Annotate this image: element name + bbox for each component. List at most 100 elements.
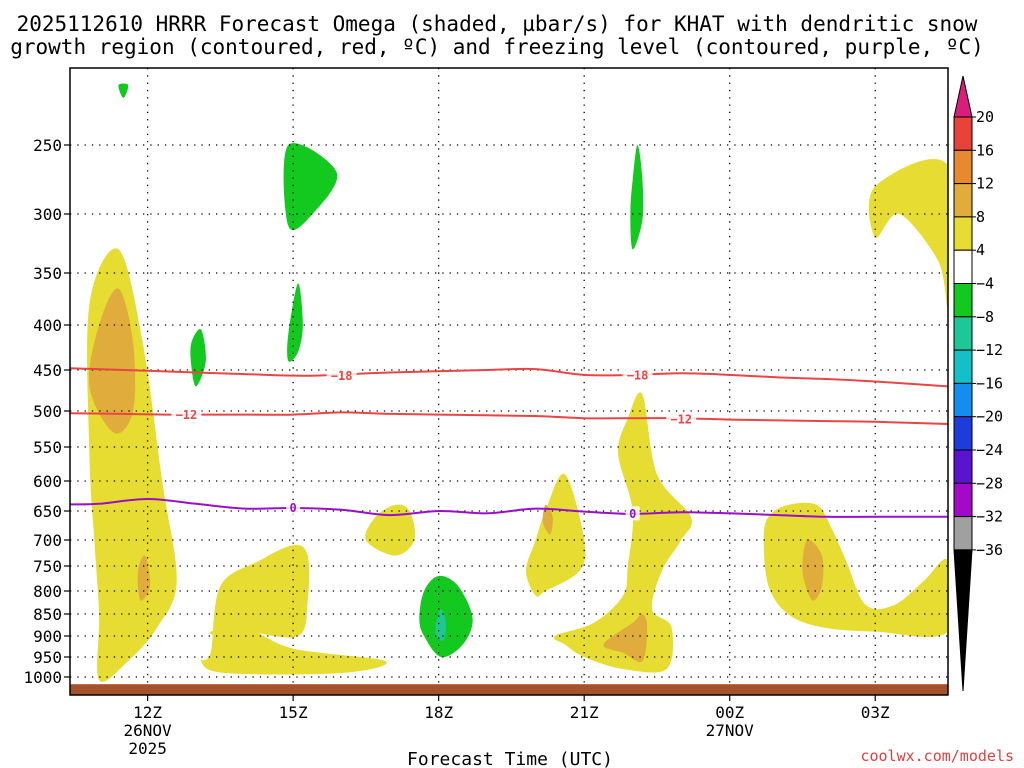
- y-tick-label-650: 650: [33, 502, 62, 521]
- dgz-minus-18-line: [70, 367, 948, 388]
- omega-region-14: [287, 283, 303, 362]
- y-axis: 250 300 350 400 450 500 550 600 650 700 750 800 850 9…: [23, 136, 70, 687]
- colorbar-swatch-12: [953, 516, 973, 551]
- y-tick-label-550: 550: [33, 438, 62, 457]
- grid-lines: [70, 68, 948, 695]
- colorbar-label-7: −12: [976, 341, 1003, 359]
- omega-region-17: [419, 575, 473, 658]
- colorbar-bottom-arrow: [953, 549, 973, 692]
- y-tick-label-700: 700: [33, 531, 62, 550]
- credit-text: coolwx.com/models: [860, 747, 1014, 765]
- dgz-minus-12-label-1: −12: [670, 412, 692, 426]
- y-tick-label-400: 400: [33, 316, 62, 335]
- ground-surface-bar: [70, 684, 948, 695]
- x-axis-label: Forecast Time (UTC): [407, 749, 613, 768]
- dgz-minus-18-label-bg-0: [326, 368, 357, 383]
- omega-region-6: [542, 504, 553, 535]
- colorbar-swatch-4: [953, 249, 973, 284]
- y-tick-label-850: 850: [33, 605, 62, 624]
- colorbar-swatch-9: [953, 416, 973, 451]
- x-tick-label-15Z: 15Z: [279, 703, 308, 722]
- colorbar-label-6: −8: [976, 308, 994, 326]
- dgz-minus-12-line: [70, 411, 948, 425]
- chart-title-line1: 2025112610 HRRR Forecast Omega (shaded, …: [17, 12, 978, 36]
- colorbar-label-8: −16: [976, 374, 1003, 392]
- omega-region-10: [802, 539, 824, 601]
- omega-region-5: [526, 473, 586, 597]
- y-tick-label-350: 350: [33, 264, 62, 283]
- colorbar-label-13: −36: [976, 541, 1003, 559]
- dgz-minus-18-label-0: −18: [331, 369, 353, 383]
- freezing-level-label-bg-0: [286, 500, 301, 515]
- y-tick-label-800: 800: [33, 582, 62, 601]
- plot-frame: [69, 67, 949, 696]
- y-tick-label-750: 750: [33, 557, 62, 576]
- y-tick-label-500: 500: [33, 402, 62, 421]
- colorbar-label-0: 20: [976, 108, 994, 126]
- colorbar-label-1: 16: [976, 141, 994, 159]
- colorbar-swatch-1: [953, 149, 973, 185]
- freezing-level-label-1: 0: [629, 507, 636, 521]
- omega-region-3: [200, 545, 387, 675]
- x-tick-date-12Z: 26NOV: [124, 721, 173, 740]
- colorbar-swatch-6: [953, 316, 973, 351]
- colorbar-label-11: −28: [976, 474, 1003, 492]
- dgz-minus-12-label-bg-1: [666, 411, 697, 426]
- colorbar-label-4: 4: [976, 241, 985, 259]
- colorbar-top-arrow: [953, 75, 973, 118]
- freezing-level-label-0: 0: [290, 501, 297, 515]
- omega-region-7: [553, 392, 692, 673]
- colorbar-label-10: −24: [976, 441, 1003, 459]
- omega-region-8: [603, 613, 648, 663]
- omega-region-16: [630, 145, 644, 250]
- y-tick-label-600: 600: [33, 472, 62, 491]
- dgz-minus-18-label-bg-1: [622, 367, 653, 382]
- colorbar-label-12: −32: [976, 508, 1003, 526]
- colorbar-swatch-3: [953, 216, 973, 251]
- chart-title-line2: growth region (contoured, red, ºC) and f…: [10, 35, 984, 59]
- x-tick-label-00Z: 00Z: [715, 703, 744, 722]
- dgz-minus-12-label-0: −12: [176, 408, 198, 422]
- x-tick-year-12Z: 2025: [128, 739, 167, 758]
- omega-region-13: [283, 143, 338, 231]
- colorbar-swatch-5: [953, 283, 973, 318]
- omega-region-9: [763, 502, 948, 637]
- x-tick-label-18Z: 18Z: [424, 703, 453, 722]
- omega-region-15: [190, 328, 206, 387]
- colorbar-swatch-2: [953, 183, 973, 218]
- dgz-minus-12-label-bg-0: [171, 407, 202, 422]
- x-tick-label-03Z: 03Z: [861, 703, 890, 722]
- y-tick-label-300: 300: [33, 205, 62, 224]
- y-tick-label-950: 950: [33, 648, 62, 667]
- colorbar-label-2: 12: [976, 175, 994, 193]
- omega-region-0: [87, 248, 177, 682]
- omega-shading: [87, 83, 948, 682]
- plot-area: −18 −18 −12 −12 0 0: [70, 68, 948, 695]
- y-tick-label-1000: 1000: [23, 668, 62, 687]
- freezing-level-label-bg-1: [625, 506, 640, 521]
- omega-region-11: [868, 159, 948, 308]
- colorbar-swatch-8: [953, 382, 973, 418]
- colorbar-label-9: −20: [976, 408, 1003, 426]
- colorbar-swatch-10: [953, 449, 973, 484]
- x-tick-date-00Z: 27NOV: [706, 721, 755, 740]
- colorbar-swatch-0: [953, 116, 973, 151]
- y-tick-label-250: 250: [33, 136, 62, 155]
- omega-region-12: [118, 83, 129, 98]
- colorbar-swatch-7: [953, 349, 973, 384]
- omega-region-18: [435, 609, 446, 641]
- freezing-level-line: [70, 497, 948, 518]
- colorbar-swatch-11: [953, 482, 973, 518]
- omega-region-2: [137, 555, 151, 601]
- y-tick-label-900: 900: [33, 627, 62, 646]
- x-tick-label-12Z: 12Z: [133, 703, 162, 722]
- x-tick-label-21Z: 21Z: [570, 703, 599, 722]
- y-tick-label-450: 450: [33, 361, 62, 380]
- omega-region-4: [365, 504, 416, 556]
- contour-lines: −18 −18 −12 −12 0 0: [70, 367, 948, 521]
- dgz-minus-18-label-1: −18: [627, 368, 649, 382]
- colorbar-label-5: −4: [976, 275, 994, 293]
- colorbar-label-3: 8: [976, 208, 985, 226]
